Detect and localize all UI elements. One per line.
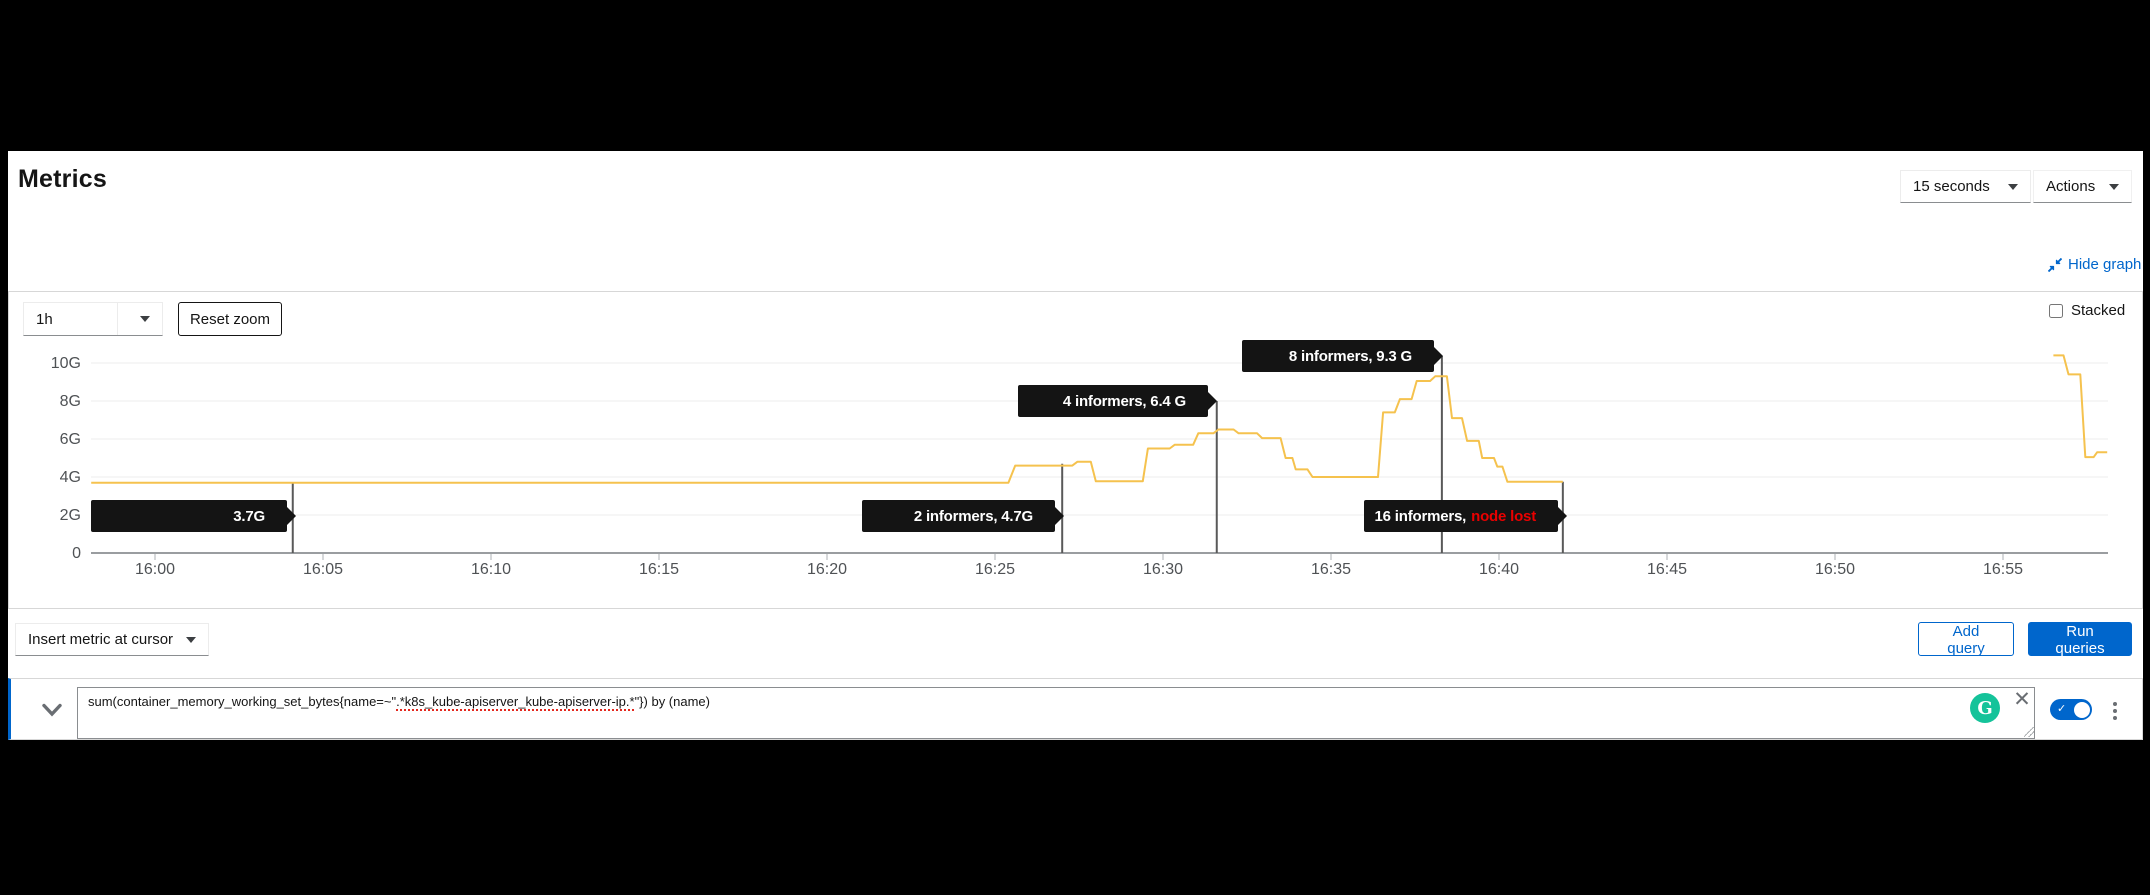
query-panel: sum(container_memory_working_set_bytes{n…: [8, 678, 2143, 740]
chevron-down-icon: [42, 703, 62, 717]
expand-query-toggle[interactable]: [39, 697, 65, 723]
resize-handle[interactable]: [2024, 727, 2034, 737]
hide-graph-button[interactable]: Hide graph: [2048, 256, 2141, 273]
stacked-label: Stacked: [2071, 302, 2126, 319]
caret-down-icon: [2109, 183, 2119, 190]
query-text: sum(container_memory_working_set_bytes{n…: [88, 694, 397, 709]
query-kebab-menu[interactable]: [2106, 698, 2124, 724]
stacked-option: Stacked: [2049, 302, 2125, 319]
caret-down-icon: [186, 636, 196, 643]
y-axis-tick-label: 0: [72, 545, 81, 562]
query-enabled-toggle[interactable]: [2050, 699, 2092, 720]
query-text: "}) by (name): [634, 694, 710, 709]
toggle-knob: [2073, 701, 2090, 718]
x-axis-tick-label: 16:05: [303, 561, 343, 578]
insert-metric-select[interactable]: Insert metric at cursor: [15, 623, 209, 656]
stacked-checkbox[interactable]: [2049, 303, 2063, 318]
y-axis-tick-label: 10G: [51, 355, 81, 372]
x-axis-tick-label: 16:00: [135, 561, 175, 578]
actions-label: Actions: [2046, 178, 2096, 195]
series-line: [91, 375, 1563, 484]
check-icon: [2057, 702, 2066, 715]
x-axis-tick-label: 16:55: [1983, 561, 2023, 578]
metrics-page: Metrics 15 seconds Actions Hide graph 10…: [8, 151, 2143, 740]
x-axis-tick-label: 16:35: [1311, 561, 1351, 578]
graph-panel: 10G 8G 6G 4G 2G 0 16:00 16:05 16:10 16:15 16:20 16:…: [8, 291, 2143, 609]
x-axis-tick-label: 16:40: [1479, 561, 1519, 578]
y-axis-tick-label: 6G: [60, 431, 81, 448]
x-axis-tick-label: 16:45: [1647, 561, 1687, 578]
x-axis-tick-label: 16:20: [807, 561, 847, 578]
actions-menu-button[interactable]: Actions: [2033, 170, 2132, 203]
query-text-flagged: .*k8s_kube-apiserver_kube-apiserver-ip.*: [396, 694, 635, 709]
clear-query-button[interactable]: [2010, 687, 2034, 711]
timespan-value: 1h: [36, 310, 53, 328]
x-axis-tick-label: 16:25: [975, 561, 1015, 578]
poll-interval-select[interactable]: 15 seconds: [1900, 170, 2031, 203]
caret-down-icon: [140, 316, 150, 322]
x-axis-tick-label: 16:30: [1143, 561, 1183, 578]
poll-interval-value: 15 seconds: [1913, 178, 1990, 195]
y-axis-tick-label: 4G: [60, 469, 81, 486]
x-axis-tick-label: 16:50: [1815, 561, 1855, 578]
page-title: Metrics: [18, 165, 107, 193]
caret-down-icon: [2008, 183, 2018, 190]
add-query-button[interactable]: Add query: [1918, 622, 2014, 657]
series-line: [2053, 354, 2108, 459]
metrics-chart[interactable]: 10G 8G 6G 4G 2G 0 16:00 16:05 16:10 16:15 16:20 16:…: [9, 292, 2142, 608]
x-axis-tick-label: 16:10: [471, 561, 511, 578]
grammarly-icon[interactable]: [1970, 693, 2000, 723]
compress-icon: [2048, 257, 2062, 272]
y-axis-tick-label: 8G: [60, 393, 81, 410]
x-axis-tick-label: 16:15: [639, 561, 679, 578]
select-divider: [117, 303, 118, 335]
query-expression-input[interactable]: sum(container_memory_working_set_bytes{n…: [77, 687, 2035, 739]
y-axis-tick-label: 2G: [60, 507, 81, 524]
reset-zoom-button[interactable]: Reset zoom: [178, 302, 282, 336]
timespan-select[interactable]: 1h: [23, 302, 163, 336]
insert-metric-label: Insert metric at cursor: [28, 631, 174, 648]
hide-graph-label: Hide graph: [2068, 256, 2142, 273]
run-queries-button[interactable]: Run queries: [2028, 622, 2132, 657]
